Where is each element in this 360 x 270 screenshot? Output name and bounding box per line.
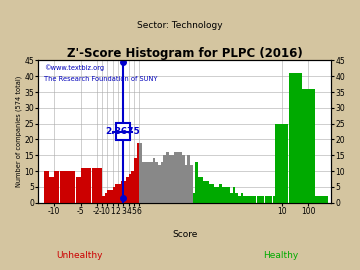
Bar <box>153 158 155 203</box>
Bar <box>108 190 110 203</box>
Bar <box>225 187 227 203</box>
Bar <box>235 193 238 203</box>
Bar <box>76 177 81 203</box>
Bar <box>267 196 270 203</box>
Bar <box>86 168 91 203</box>
Bar <box>44 171 49 203</box>
Bar <box>118 184 121 203</box>
Bar <box>182 155 185 203</box>
Bar <box>65 171 70 203</box>
Bar <box>249 196 251 203</box>
Bar <box>187 155 190 203</box>
Bar <box>169 155 171 203</box>
Bar <box>177 152 179 203</box>
Bar <box>156 162 158 203</box>
Text: ©www.textbiz.org: ©www.textbiz.org <box>44 65 104 71</box>
Bar <box>206 181 208 203</box>
Bar <box>70 171 75 203</box>
Text: 2.8675: 2.8675 <box>105 127 140 136</box>
Bar <box>230 193 233 203</box>
Bar <box>240 193 243 203</box>
Bar <box>251 196 254 203</box>
Bar <box>129 174 131 203</box>
Bar <box>265 196 267 203</box>
Bar <box>147 162 150 203</box>
Bar <box>126 177 129 203</box>
Bar <box>102 196 105 203</box>
Bar <box>121 181 123 203</box>
Text: Sector: Technology: Sector: Technology <box>137 21 223 30</box>
Bar <box>131 171 134 203</box>
Bar <box>142 162 145 203</box>
Bar <box>161 162 163 203</box>
Bar <box>145 162 147 203</box>
Bar <box>137 143 139 203</box>
Bar <box>54 171 59 203</box>
Bar <box>203 181 206 203</box>
Bar <box>113 187 115 203</box>
Bar <box>81 168 86 203</box>
Bar <box>198 177 201 203</box>
Bar <box>49 177 54 203</box>
Bar <box>209 184 211 203</box>
X-axis label: Score: Score <box>172 230 197 239</box>
Bar <box>289 73 302 203</box>
Bar <box>195 162 198 203</box>
Bar <box>166 152 168 203</box>
Bar <box>211 184 214 203</box>
Bar <box>158 165 161 203</box>
Bar <box>238 196 240 203</box>
Bar <box>257 196 259 203</box>
Bar <box>315 196 328 203</box>
Bar <box>134 158 137 203</box>
Bar <box>163 155 166 203</box>
Bar <box>254 196 256 203</box>
Title: Z'-Score Histogram for PLPC (2016): Z'-Score Histogram for PLPC (2016) <box>67 48 302 60</box>
Bar <box>99 196 102 203</box>
Bar <box>227 187 230 203</box>
Bar <box>217 187 219 203</box>
Bar <box>233 187 235 203</box>
Bar <box>262 196 265 203</box>
Text: Unhealthy: Unhealthy <box>56 251 103 260</box>
Bar <box>174 152 177 203</box>
Bar <box>150 162 153 203</box>
Text: Healthy: Healthy <box>263 251 298 260</box>
Bar <box>171 155 174 203</box>
Bar <box>214 187 217 203</box>
Y-axis label: Number of companies (574 total): Number of companies (574 total) <box>15 76 22 187</box>
Bar <box>275 124 288 203</box>
Text: The Research Foundation of SUNY: The Research Foundation of SUNY <box>44 76 158 82</box>
Bar <box>185 165 187 203</box>
Bar <box>59 171 65 203</box>
Bar <box>243 196 246 203</box>
Bar <box>302 89 315 203</box>
Bar <box>219 184 222 203</box>
Bar <box>259 196 262 203</box>
Bar <box>139 143 142 203</box>
Bar <box>246 196 248 203</box>
Bar <box>110 190 113 203</box>
Bar <box>105 193 107 203</box>
Bar <box>91 168 97 203</box>
Bar <box>190 165 193 203</box>
Bar <box>179 152 182 203</box>
Bar <box>97 168 102 203</box>
Bar <box>193 193 195 203</box>
Bar <box>222 187 225 203</box>
Bar <box>270 196 273 203</box>
FancyBboxPatch shape <box>116 123 130 140</box>
Bar <box>116 184 118 203</box>
Bar <box>273 196 275 203</box>
Bar <box>201 177 203 203</box>
Bar <box>123 181 126 203</box>
